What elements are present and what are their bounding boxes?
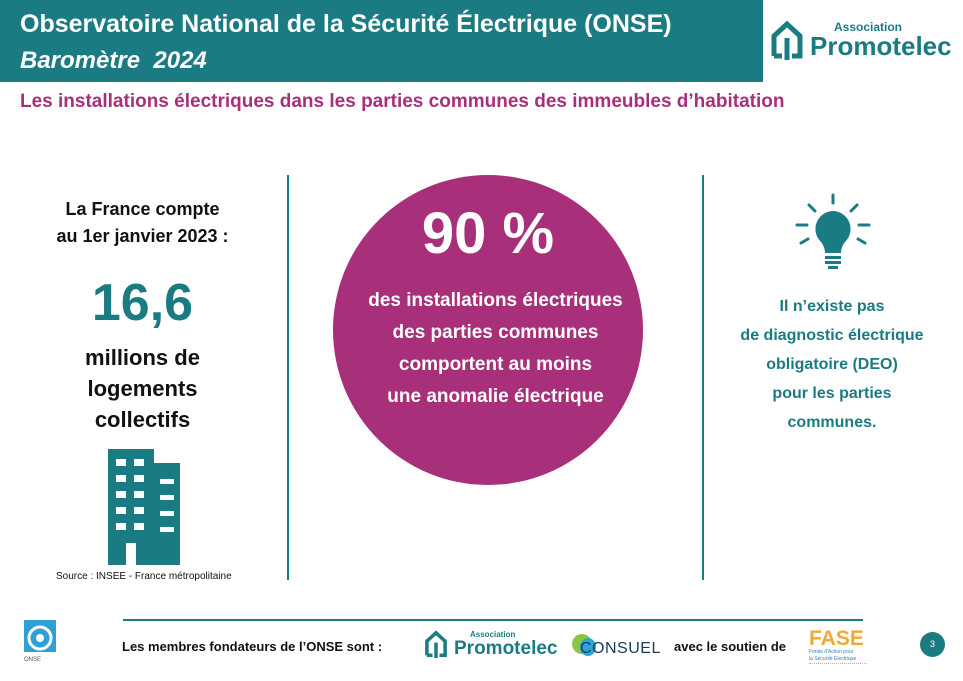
deo-line: obligatoire (DEO) — [766, 356, 898, 373]
fase-letters: FASE — [809, 627, 864, 650]
intro-line: au 1er janvier 2023 : — [56, 226, 229, 246]
divider — [287, 175, 289, 580]
housing-number: 16,6 — [91, 274, 194, 332]
fase-sub: la Sécurité Électrique — [809, 656, 867, 664]
deo-text: Il n’existe pas de diagnostic électrique… — [712, 292, 952, 437]
header-title: Observatoire National de la Sécurité Éle… — [20, 10, 672, 38]
logo-association: Association — [834, 20, 903, 34]
stat-line: des installations électriques — [368, 290, 623, 311]
housing-desc: millions de logements collectifs — [20, 342, 265, 435]
deo-line: de diagnostic électrique — [740, 327, 924, 344]
logo-association: Association — [470, 629, 516, 639]
house-icon — [771, 20, 803, 60]
fase-logo: FASE Fonds d'Action pour la Sécurité Éle… — [809, 628, 867, 664]
footer-divider — [123, 619, 863, 621]
footer-promotelec-logo: Association Promotelec — [424, 630, 557, 658]
intro-text: La France compte au 1er janvier 2023 : — [20, 196, 265, 250]
section-title: Les installations électriques dans les p… — [20, 91, 785, 112]
members-text: Les membres fondateurs de l’ONSE sont : — [122, 639, 383, 654]
header-banner: Observatoire National de la Sécurité Éle… — [0, 0, 763, 82]
stat-desc: des installations électriques des partie… — [333, 285, 658, 413]
lightbulb-icon — [795, 193, 871, 269]
divider — [702, 175, 704, 580]
logo-name: Promotelec — [810, 31, 952, 61]
building-icon — [108, 449, 180, 565]
deo-line: pour les parties — [772, 385, 892, 402]
deo-line: Il n’existe pas — [779, 298, 885, 315]
logo-name: Promotelec — [454, 637, 558, 659]
consuel-text: CONSUEL — [580, 640, 661, 657]
stat-line: comportent au moins — [398, 354, 593, 375]
onse-logo: ONSE — [24, 620, 58, 663]
stat-circle — [333, 175, 643, 485]
desc-line: millions de — [85, 345, 200, 370]
header-subtitle: Baromètre 2024 — [20, 47, 207, 74]
promotelec-logo: Association Promotelec — [770, 20, 952, 60]
page-number: 3 — [920, 632, 945, 657]
intro-line: La France compte — [65, 199, 220, 219]
stat-line: une anomalie électrique — [387, 386, 604, 407]
support-text: avec le soutien de — [674, 639, 786, 654]
onse-logo-icon — [24, 620, 56, 652]
onse-logo-text: ONSE — [24, 657, 42, 663]
fase-text: FASE — [809, 628, 867, 649]
desc-line: logements — [87, 376, 198, 401]
fase-sub: Fonds d'Action pour — [809, 649, 854, 655]
desc-line: collectifs — [94, 407, 191, 432]
source-note: Source : INSEE - France métropolitaine — [56, 571, 232, 582]
consuel-mark — [580, 638, 596, 656]
consuel-logo: CONSUEL — [572, 632, 664, 660]
stat-line: des parties communes — [392, 322, 599, 343]
stat-percent: 90 % — [421, 201, 555, 266]
deo-line: communes. — [787, 414, 877, 431]
house-icon — [425, 630, 447, 658]
